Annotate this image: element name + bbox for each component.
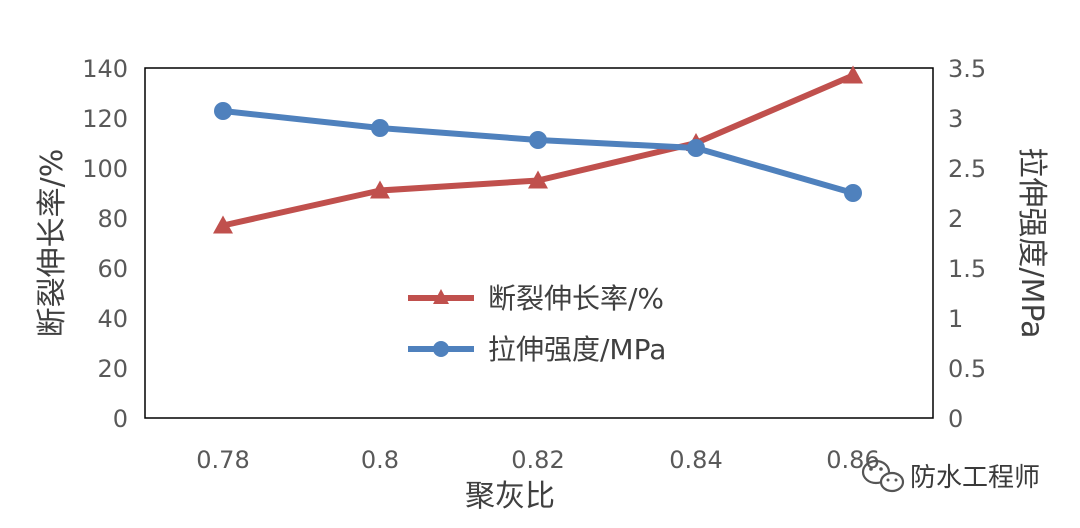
- watermark: 防水工程师: [861, 459, 1040, 493]
- right-axis-title: 拉伸强度/MPa: [1014, 147, 1049, 338]
- left-tick-label: 80: [97, 205, 128, 233]
- data-point-triangle: [528, 170, 548, 189]
- legend-label-elongation: 断裂伸长率/%: [488, 282, 664, 315]
- left-tick-label: 60: [97, 255, 128, 283]
- right-tick-label: 2.5: [948, 155, 986, 183]
- data-point-circle: [371, 119, 389, 137]
- right-tick-label: 0.5: [948, 355, 986, 383]
- right-tick-label: 1: [948, 305, 963, 333]
- legend-circle-icon: [433, 341, 449, 357]
- watermark-text: 防水工程师: [910, 463, 1040, 493]
- right-tick-label: 2: [948, 205, 963, 233]
- wechat-icon: [861, 459, 905, 493]
- left-tick-label: 140: [82, 55, 128, 83]
- legend: 断裂伸长率/% 拉伸强度/MPa: [408, 282, 666, 366]
- series-line-0: [220, 72, 856, 229]
- left-tick-label: 0: [113, 405, 128, 433]
- left-axis-ticks: 0 20 40 60 80 100 120 140: [82, 55, 128, 433]
- left-tick-label: 40: [97, 305, 128, 333]
- plot-area: [144, 67, 934, 419]
- legend-item-elongation: 断裂伸长率/%: [408, 282, 664, 315]
- x-axis-ticks: 0.78 0.8 0.82 0.84 0.86: [196, 446, 879, 474]
- data-point-triangle: [213, 215, 233, 234]
- x-tick-label: 0.8: [361, 446, 399, 474]
- right-tick-label: 0: [948, 405, 963, 433]
- x-tick-label: 0.78: [196, 446, 249, 474]
- data-point-triangle: [370, 180, 390, 199]
- left-tick-label: 100: [82, 155, 128, 183]
- data-point-circle: [687, 139, 705, 157]
- right-axis-ticks: 0 0.5 1 1.5 2 2.5 3 3.5: [948, 55, 986, 433]
- x-axis-title: 聚灰比: [465, 479, 555, 514]
- legend-label-tensile: 拉伸强度/MPa: [488, 333, 666, 366]
- legend-item-tensile: 拉伸强度/MPa: [408, 333, 666, 366]
- legend-triangle-icon: [433, 289, 449, 304]
- data-point-circle: [214, 102, 232, 120]
- right-tick-label: 3.5: [948, 55, 986, 83]
- right-tick-label: 1.5: [948, 255, 986, 283]
- left-tick-label: 20: [97, 355, 128, 383]
- series-layer: [213, 65, 863, 234]
- left-tick-label: 120: [82, 105, 128, 133]
- x-tick-label: 0.82: [511, 446, 564, 474]
- right-tick-label: 3: [948, 105, 963, 133]
- data-point-circle: [844, 184, 862, 202]
- left-axis-title: 断裂伸长率/%: [35, 149, 70, 338]
- data-point-circle: [529, 131, 547, 149]
- x-tick-label: 0.84: [669, 446, 722, 474]
- data-point-triangle: [843, 65, 863, 84]
